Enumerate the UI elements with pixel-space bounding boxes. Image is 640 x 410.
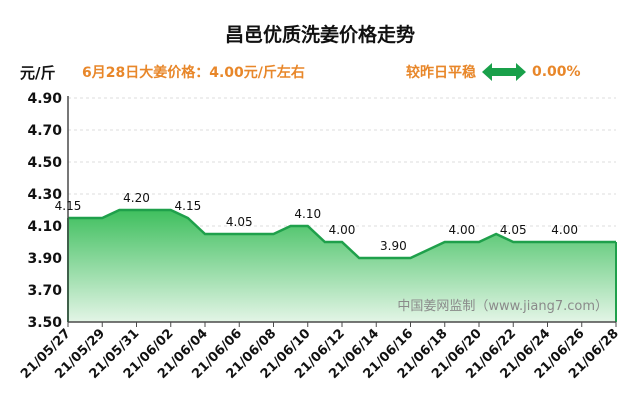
y-tick-label: 3.90 — [27, 251, 62, 267]
data-label: 4.05 — [226, 215, 253, 229]
data-label: 4.00 — [551, 223, 578, 237]
watermark: 中国姜网监制（www.jiang7.com） — [397, 299, 608, 314]
y-tick-label: 4.90 — [27, 91, 62, 107]
data-label: 4.00 — [329, 223, 356, 237]
y-axis-unit: 元/斤 — [20, 64, 56, 82]
compare-value: 0.00% — [532, 64, 581, 80]
y-tick-label: 4.50 — [27, 155, 62, 171]
data-label: 4.00 — [449, 223, 476, 237]
y-tick-label: 3.50 — [27, 315, 62, 331]
price-line — [68, 208, 616, 260]
y-tick-label: 4.30 — [27, 187, 62, 203]
y-tick-label: 3.70 — [27, 283, 62, 299]
price-area-fill — [68, 210, 616, 322]
compare-indicator: 较昨日平稳 0.00% — [406, 62, 581, 82]
price-note: 6月28日大姜价格：4.00元/斤左右 — [82, 65, 305, 81]
data-label: 4.20 — [123, 191, 150, 205]
y-tick-label: 4.10 — [27, 219, 62, 235]
y-tick-label: 4.70 — [27, 123, 62, 139]
data-label: 4.15 — [175, 199, 202, 213]
data-label: 4.15 — [55, 199, 82, 213]
chart-title: 昌邑优质洗姜价格走势 — [224, 24, 415, 46]
compare-label: 较昨日平稳 — [406, 65, 476, 81]
data-label: 3.90 — [380, 239, 407, 253]
data-label: 4.05 — [500, 223, 527, 237]
data-label: 4.10 — [294, 207, 321, 221]
double-arrow-icon — [482, 63, 526, 81]
